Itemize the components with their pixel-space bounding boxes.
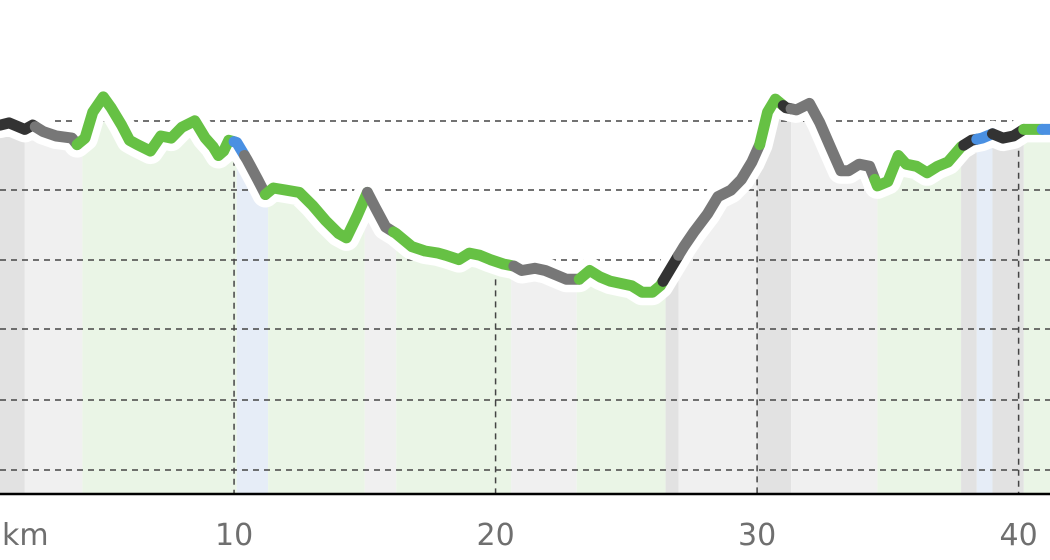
surface-band-unpaved	[791, 112, 878, 495]
surface-band-unknown	[961, 148, 977, 494]
surface-band-paved	[1023, 138, 1050, 494]
elevation-segment-unpaved	[508, 260, 585, 285]
surface-bands	[0, 105, 1050, 495]
surface-band-paved	[396, 242, 512, 494]
surface-band-unknown	[757, 108, 792, 494]
surface-band-water	[976, 142, 993, 495]
surface-band-paved	[877, 155, 962, 495]
surface-band-unknown	[0, 131, 25, 494]
surface-band-paved	[82, 105, 237, 495]
elevation-segment-paved	[388, 226, 520, 272]
elevation-line	[0, 83, 1050, 306]
x-tick-label: 20	[477, 518, 515, 553]
surface-band-unknown	[665, 264, 679, 494]
x-axis-unit-label: km	[2, 518, 49, 553]
elevation-segment-paved	[71, 91, 240, 161]
x-axis: km 10 20 30 40	[0, 492, 1050, 553]
elevation-segment-unpaved	[673, 139, 766, 261]
surface-band-unpaved	[24, 134, 83, 494]
surface-band-unknown	[992, 138, 1024, 494]
elevation-segment-unpaved	[785, 97, 881, 185]
surface-band-paved	[576, 279, 666, 494]
x-tick-label: 30	[738, 518, 776, 553]
elevation-segment-unknown	[987, 123, 1030, 144]
elevation-segment-unpaved	[29, 121, 83, 151]
elevation-segment-unpaved	[239, 150, 271, 200]
elevation-segment-paved	[259, 182, 373, 244]
x-tick-label: 10	[215, 518, 253, 553]
surface-band-water	[236, 151, 269, 494]
elevation-segment-paved	[573, 265, 669, 298]
x-tick-label: 40	[1000, 518, 1038, 553]
elevation-segment-paved	[869, 139, 970, 192]
surface-band-unpaved	[511, 274, 577, 494]
surface-band-paved	[268, 197, 365, 494]
surface-band-unpaved	[364, 201, 397, 494]
